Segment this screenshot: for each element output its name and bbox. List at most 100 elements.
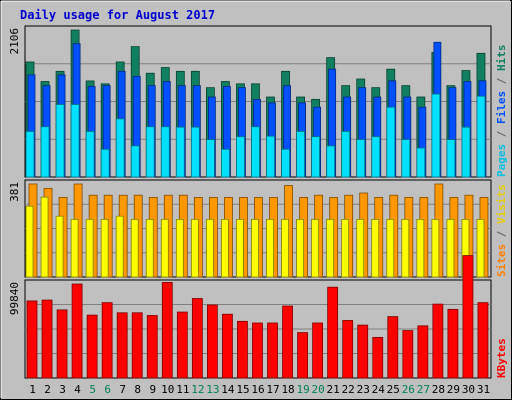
bar-pages-day-14 bbox=[221, 148, 230, 178]
x-tick-label-day-5: 5 bbox=[89, 383, 96, 396]
x-tick-label-day-4: 4 bbox=[74, 383, 81, 396]
bar-kbytes-day-11 bbox=[176, 311, 188, 379]
bar-pages-day-10 bbox=[160, 126, 170, 178]
bar-sites-day-26 bbox=[401, 218, 410, 278]
x-tick-label-day-25: 25 bbox=[387, 383, 400, 396]
bar-sites-day-12 bbox=[190, 218, 199, 278]
bar-kbytes-day-30 bbox=[462, 255, 474, 379]
bar-sites-day-21 bbox=[326, 218, 335, 278]
panel-kbytes: 99840 KBytes bbox=[8, 255, 508, 379]
x-tick-label-day-13: 13 bbox=[206, 383, 219, 396]
bar-pages-day-18 bbox=[281, 148, 290, 178]
x-tick-label-day-22: 22 bbox=[342, 383, 355, 396]
bar-sites-day-18 bbox=[281, 218, 289, 278]
x-tick-label-day-10: 10 bbox=[161, 383, 174, 396]
bar-sites-day-2 bbox=[40, 196, 49, 278]
panel-series-legend: Sites / Visits bbox=[495, 184, 508, 277]
bar-kbytes-day-23 bbox=[357, 324, 369, 379]
bar-pages-day-21 bbox=[326, 145, 336, 178]
bar-kbytes-day-4 bbox=[71, 283, 83, 379]
bar-kbytes-day-2 bbox=[41, 299, 53, 379]
bar-pages-day-30 bbox=[461, 126, 471, 178]
x-tick-label-day-14: 14 bbox=[221, 383, 235, 396]
bar-kbytes-day-1 bbox=[26, 300, 38, 379]
bar-sites-day-29 bbox=[446, 218, 455, 278]
bar-sites-day-7 bbox=[115, 215, 124, 278]
bar-kbytes-day-16 bbox=[252, 322, 263, 379]
bar-kbytes-day-15 bbox=[237, 320, 248, 379]
legend-part: Hits bbox=[495, 45, 508, 72]
bar-sites-day-22 bbox=[341, 218, 350, 278]
bar-sites-day-28 bbox=[431, 218, 440, 278]
bar-kbytes-day-20 bbox=[312, 322, 324, 379]
x-tick-label-day-17: 17 bbox=[266, 383, 279, 396]
x-tick-label-day-24: 24 bbox=[372, 383, 386, 396]
bar-pages-day-15 bbox=[236, 136, 245, 178]
bar-sites-day-14 bbox=[221, 218, 229, 278]
bar-sites-day-8 bbox=[130, 218, 139, 278]
legend-part: Files bbox=[495, 91, 508, 124]
bar-pages-day-3 bbox=[55, 104, 65, 178]
legend-part: / bbox=[495, 71, 508, 91]
bar-sites-day-19 bbox=[296, 218, 304, 278]
bar-sites-day-15 bbox=[236, 218, 244, 278]
bar-pages-day-6 bbox=[100, 148, 110, 178]
legend-part: / bbox=[495, 124, 508, 144]
bar-sites-day-10 bbox=[160, 218, 169, 278]
bar-kbytes-day-24 bbox=[372, 336, 384, 379]
bar-pages-day-22 bbox=[341, 131, 351, 178]
bar-kbytes-day-3 bbox=[56, 309, 68, 379]
bar-pages-day-9 bbox=[145, 126, 155, 178]
x-tick-label-day-26: 26 bbox=[402, 383, 415, 396]
x-tick-label-day-28: 28 bbox=[432, 383, 445, 396]
x-tick-label-day-15: 15 bbox=[236, 383, 249, 396]
x-tick-label-day-1: 1 bbox=[29, 383, 36, 396]
bar-sites-day-31 bbox=[476, 218, 485, 278]
bar-kbytes-day-5 bbox=[86, 314, 98, 379]
bar-kbytes-day-10 bbox=[161, 282, 173, 379]
bar-kbytes-day-6 bbox=[101, 302, 113, 379]
bar-pages-day-17 bbox=[266, 135, 275, 178]
x-tick-label-day-7: 7 bbox=[119, 383, 126, 396]
bar-pages-day-26 bbox=[401, 139, 411, 178]
bar-sites-day-9 bbox=[145, 218, 154, 278]
bar-pages-day-23 bbox=[356, 139, 366, 178]
bar-pages-day-27 bbox=[416, 147, 426, 178]
panel-hits-files-pages: 2106 Pages / Files / Hits bbox=[8, 25, 508, 178]
chart-panels: 2106 Pages / Files / Hits 381 Sites / Visit… bbox=[8, 25, 508, 379]
panel-series-legend: KBytes bbox=[495, 338, 508, 378]
panel-max-label: 381 bbox=[8, 182, 21, 202]
bar-kbytes-day-22 bbox=[342, 320, 354, 379]
x-tick-label-day-6: 6 bbox=[104, 383, 111, 396]
bar-kbytes-day-21 bbox=[327, 286, 339, 379]
x-tick-label-day-12: 12 bbox=[191, 383, 204, 396]
x-tick-label-day-16: 16 bbox=[251, 383, 264, 396]
legend-part: KBytes bbox=[495, 338, 508, 378]
panel-series-legend: Pages / Files / Hits bbox=[495, 45, 508, 178]
bar-sites-day-16 bbox=[251, 218, 259, 278]
panel-max-label: 99840 bbox=[8, 282, 21, 315]
bar-sites-day-20 bbox=[311, 218, 320, 278]
legend-part: / bbox=[495, 224, 508, 244]
bar-sites-day-25 bbox=[386, 218, 395, 278]
bar-pages-day-7 bbox=[115, 118, 125, 178]
x-tick-label-day-9: 9 bbox=[149, 383, 156, 396]
legend-part: Pages bbox=[495, 144, 508, 177]
bar-kbytes-day-28 bbox=[432, 303, 444, 379]
bar-pages-day-4 bbox=[70, 104, 80, 178]
x-tick-label-day-27: 27 bbox=[417, 383, 430, 396]
x-tick-label-day-8: 8 bbox=[134, 383, 141, 396]
bar-pages-day-13 bbox=[205, 139, 215, 178]
bar-kbytes-day-29 bbox=[447, 308, 459, 379]
x-tick-label-day-18: 18 bbox=[281, 383, 294, 396]
bar-kbytes-day-19 bbox=[297, 332, 308, 379]
bar-kbytes-day-8 bbox=[131, 312, 143, 379]
bar-pages-day-19 bbox=[296, 131, 305, 178]
legend-part: Sites bbox=[495, 244, 508, 277]
bar-sites-day-13 bbox=[205, 218, 214, 278]
bar-sites-day-24 bbox=[371, 218, 380, 278]
bar-sites-day-4 bbox=[70, 218, 79, 278]
bar-sites-day-17 bbox=[266, 218, 274, 278]
